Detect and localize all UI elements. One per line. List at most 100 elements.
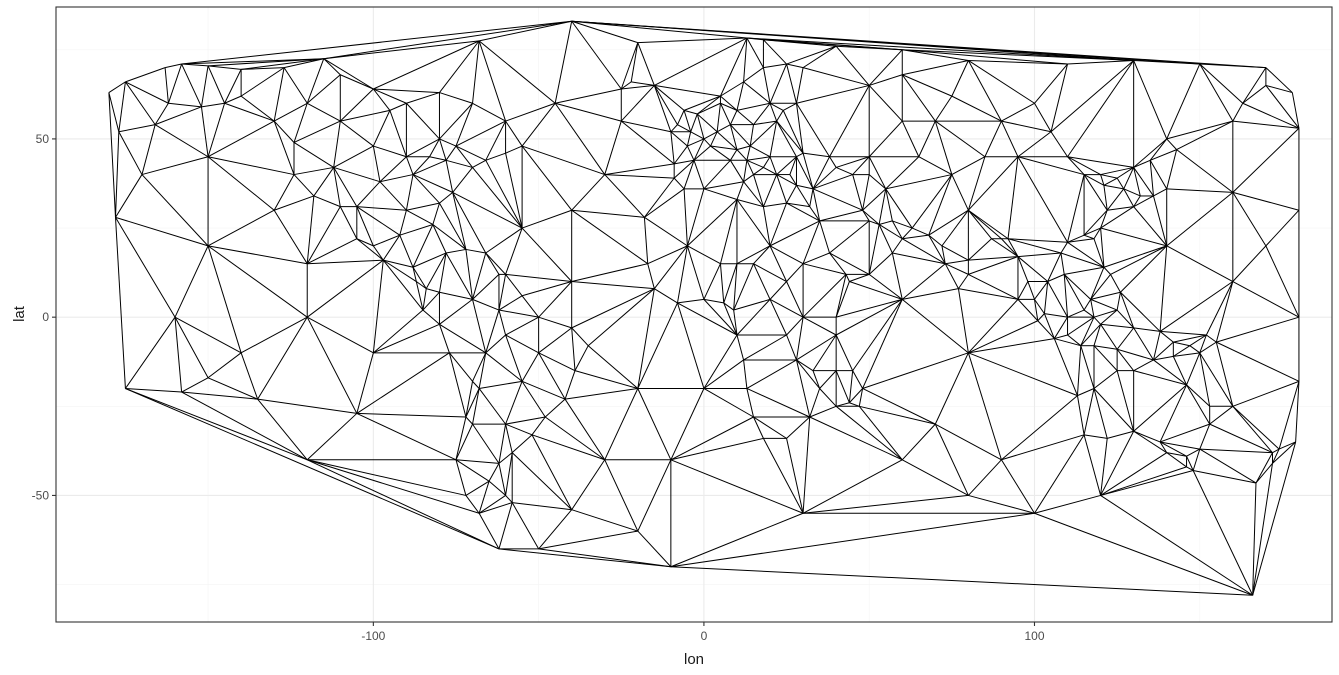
mesh-edge bbox=[776, 120, 797, 157]
mesh-edge bbox=[406, 209, 434, 225]
mesh-edge bbox=[283, 58, 324, 69]
mesh-edge bbox=[670, 416, 754, 461]
mesh-edge bbox=[1034, 512, 1253, 596]
mesh-edge bbox=[1054, 334, 1068, 340]
mesh-edge bbox=[293, 174, 315, 197]
mesh-edge bbox=[1133, 195, 1141, 207]
mesh-edge bbox=[511, 434, 533, 454]
mesh-edge bbox=[1232, 245, 1267, 282]
mesh-edge bbox=[786, 438, 804, 514]
mesh-edge bbox=[465, 480, 490, 496]
mesh-edge bbox=[868, 224, 880, 275]
mesh-edge bbox=[743, 81, 771, 104]
mesh-edge bbox=[1153, 355, 1174, 361]
mesh-edge bbox=[901, 74, 936, 122]
mesh-edge bbox=[762, 67, 771, 104]
mesh-edge bbox=[1000, 120, 1019, 157]
mesh-edge bbox=[1037, 320, 1055, 339]
mesh-edge bbox=[697, 102, 721, 115]
mesh-edge bbox=[677, 110, 685, 125]
mesh-edge bbox=[485, 152, 506, 161]
mesh-edge bbox=[372, 245, 384, 261]
mesh-edge bbox=[631, 81, 655, 86]
mesh-edge bbox=[1080, 345, 1095, 389]
mesh-edge bbox=[405, 174, 414, 211]
mesh-edge bbox=[1083, 174, 1105, 186]
mesh-edge bbox=[683, 109, 698, 115]
mesh-edge bbox=[571, 459, 606, 510]
mesh-edge bbox=[1007, 238, 1019, 257]
mesh-edge bbox=[1100, 227, 1167, 247]
mesh-edge bbox=[164, 63, 182, 69]
mesh-edge bbox=[729, 124, 738, 150]
mesh-edge bbox=[439, 291, 473, 300]
mesh-edge bbox=[836, 402, 850, 407]
mesh-edge bbox=[422, 309, 440, 325]
mesh-edge bbox=[1063, 274, 1092, 300]
mesh-edge bbox=[224, 102, 275, 122]
mesh-edge bbox=[911, 174, 953, 229]
mesh-edge bbox=[452, 192, 487, 254]
mesh-edge bbox=[1067, 234, 1085, 243]
mesh-edge bbox=[803, 152, 830, 158]
mesh-edge bbox=[445, 159, 473, 168]
mesh-edge bbox=[115, 216, 209, 247]
mesh-edge bbox=[485, 120, 507, 161]
mesh-edge bbox=[1116, 327, 1135, 350]
mesh-edge bbox=[1001, 120, 1052, 133]
mesh-edge bbox=[934, 423, 969, 496]
mesh-edge bbox=[521, 352, 540, 382]
mesh-edge bbox=[478, 388, 506, 425]
mesh-edge bbox=[125, 388, 500, 550]
mesh-edge bbox=[802, 252, 830, 265]
mesh-edge bbox=[812, 188, 821, 222]
mesh-edge bbox=[521, 295, 540, 318]
mesh-edge bbox=[472, 159, 486, 168]
mesh-edge bbox=[571, 20, 747, 39]
mesh-edge bbox=[472, 299, 487, 353]
mesh-edge bbox=[902, 459, 969, 496]
mesh-edge bbox=[306, 195, 315, 264]
mesh-edge bbox=[786, 45, 837, 65]
mesh-edge bbox=[1133, 138, 1168, 168]
mesh-edge bbox=[439, 323, 487, 354]
mesh-edge bbox=[1133, 384, 1187, 432]
mesh-edge bbox=[1017, 281, 1029, 300]
mesh-edge bbox=[323, 20, 572, 60]
mesh-edge bbox=[1100, 174, 1118, 179]
mesh-edge bbox=[1034, 434, 1085, 514]
mesh-edge bbox=[339, 120, 374, 147]
mesh-edge bbox=[1090, 298, 1118, 311]
mesh-edge bbox=[498, 424, 507, 464]
mesh-edge bbox=[1186, 352, 1201, 386]
mesh-edge bbox=[683, 110, 692, 132]
mesh-edge bbox=[445, 248, 466, 254]
mesh-edge bbox=[373, 309, 424, 354]
mesh-edge bbox=[432, 224, 447, 254]
mesh-edge bbox=[1116, 167, 1134, 179]
mesh-edge bbox=[690, 113, 698, 132]
mesh-edge bbox=[1186, 456, 1194, 471]
mesh-edge bbox=[118, 124, 156, 133]
mesh-edge bbox=[472, 274, 500, 300]
mesh-edge bbox=[604, 174, 645, 218]
mesh-edge bbox=[164, 67, 169, 104]
mesh-edge bbox=[478, 352, 487, 389]
mesh-edge bbox=[207, 209, 275, 247]
mesh-edge bbox=[1232, 405, 1280, 450]
mesh-edge bbox=[644, 188, 685, 218]
mesh-edge bbox=[439, 192, 453, 204]
mesh-edge bbox=[1159, 331, 1174, 343]
mesh-edge bbox=[154, 106, 202, 126]
mesh-edge bbox=[1067, 156, 1134, 168]
mesh-edge bbox=[786, 185, 797, 204]
mesh-edge bbox=[505, 145, 523, 154]
mesh-edge bbox=[1166, 120, 1233, 140]
mesh-edge bbox=[686, 188, 705, 247]
mesh-edge bbox=[412, 224, 434, 268]
mesh-edge bbox=[941, 245, 946, 264]
mesh-edge bbox=[571, 263, 648, 283]
mesh-edge bbox=[154, 124, 209, 158]
mesh-edge bbox=[1001, 459, 1035, 514]
mesh-edge bbox=[968, 60, 1035, 104]
